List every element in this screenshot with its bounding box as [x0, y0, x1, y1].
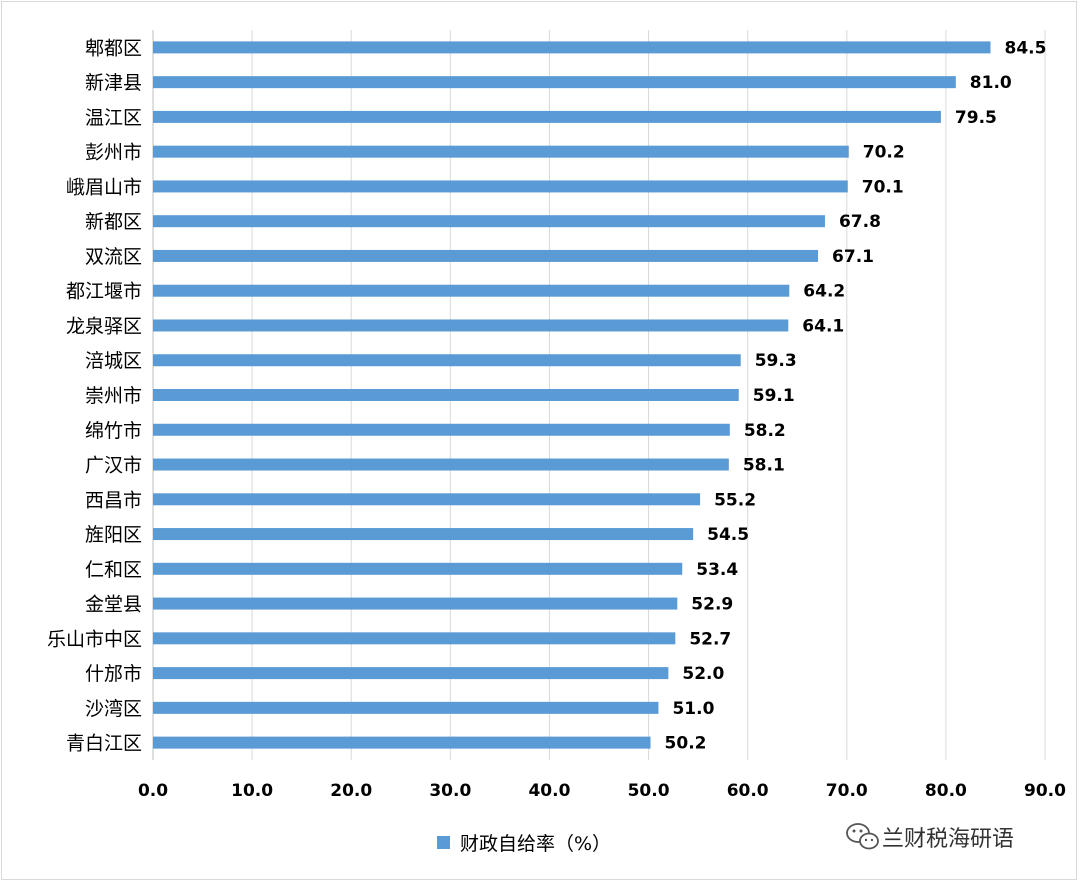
- bar: [153, 423, 730, 436]
- value-label: 58.1: [743, 456, 785, 476]
- x-tick-label: 10.0: [231, 781, 273, 801]
- category-labels: 郫都区新津县温江区彭州市峨眉山市新都区双流区都江堰市龙泉驿区涪城区崇州市绵竹市广…: [47, 37, 142, 754]
- x-tick-label: 20.0: [330, 781, 372, 801]
- value-label: 58.2: [744, 421, 786, 441]
- category-label: 仁和区: [85, 559, 142, 581]
- value-label: 51.0: [672, 699, 714, 719]
- value-label: 59.3: [755, 351, 797, 371]
- category-label: 金堂县: [85, 594, 142, 616]
- x-tick-label: 30.0: [429, 781, 471, 801]
- wechat-icon: [846, 823, 879, 850]
- bar: [153, 319, 789, 332]
- bar: [153, 736, 651, 749]
- category-label: 崇州市: [85, 385, 142, 407]
- bar: [153, 632, 676, 645]
- category-label: 新津县: [85, 72, 142, 94]
- category-label: 彭州市: [85, 142, 142, 164]
- value-label: 50.2: [665, 734, 707, 754]
- legend: 财政自给率（%）: [437, 833, 611, 855]
- x-tick-label: 70.0: [826, 781, 868, 801]
- bar: [153, 354, 741, 367]
- value-label: 79.5: [955, 108, 997, 128]
- value-label: 52.9: [691, 595, 733, 615]
- bar: [153, 76, 956, 89]
- bar: [153, 215, 825, 228]
- category-label: 旌阳区: [85, 524, 142, 546]
- bar: [153, 145, 849, 158]
- value-label: 59.1: [753, 386, 795, 406]
- value-label: 52.0: [682, 664, 724, 684]
- bars: [153, 41, 991, 749]
- bar: [153, 458, 729, 471]
- category-label: 乐山市中区: [47, 628, 142, 650]
- legend-swatch: [437, 836, 450, 849]
- bar: [153, 528, 694, 541]
- bar: [153, 284, 790, 297]
- category-label: 龙泉驿区: [66, 315, 142, 337]
- bar: [153, 41, 991, 54]
- x-tick-label: 50.0: [628, 781, 670, 801]
- value-label: 70.2: [863, 143, 905, 163]
- value-label: 55.2: [714, 490, 756, 510]
- bar: [153, 110, 941, 123]
- watermark-text: 兰财税海研语: [882, 827, 1014, 852]
- legend-label: 财政自给率（%）: [460, 833, 611, 855]
- value-label: 81.0: [970, 73, 1012, 93]
- category-label: 涪城区: [85, 350, 142, 372]
- value-labels: 84.5 81.0 79.5 70.2 70.1 67.8 67.1 64.2 64.159.3…: [665, 38, 1047, 753]
- bar: [153, 562, 683, 575]
- category-label: 青白江区: [66, 733, 142, 755]
- bar: [153, 667, 669, 680]
- category-label: 沙湾区: [85, 698, 142, 720]
- value-label: 70.1: [862, 177, 904, 197]
- x-tick-label: 80.0: [925, 781, 967, 801]
- x-tick-labels: 0.0 10.0 20.0 30.0 40.0 50.0 60.0 70.0 80.0 90.0: [138, 781, 1066, 801]
- value-label: 64.2: [803, 282, 845, 302]
- bar: [153, 493, 701, 506]
- bar: [153, 180, 848, 193]
- category-label: 双流区: [85, 246, 142, 268]
- watermark: 兰财税海研语: [846, 823, 1014, 852]
- category-label: 广汉市: [85, 455, 142, 477]
- x-tick-label: 40.0: [528, 781, 570, 801]
- category-label: 都江堰市: [66, 281, 142, 303]
- value-label: 54.5: [707, 525, 749, 545]
- category-label: 峨眉山市: [66, 176, 142, 198]
- x-tick-label: 60.0: [727, 781, 769, 801]
- value-label: 53.4: [696, 560, 738, 580]
- value-label: 84.5: [1004, 38, 1046, 58]
- category-label: 什邡市: [85, 663, 142, 685]
- category-label: 温江区: [85, 107, 142, 129]
- x-tick-label: 90.0: [1024, 781, 1066, 801]
- value-label: 52.7: [689, 629, 731, 649]
- value-label: 67.8: [839, 212, 881, 232]
- category-label: 新都区: [85, 211, 142, 233]
- bar: [153, 597, 678, 610]
- value-label: 67.1: [832, 247, 874, 267]
- bar: [153, 249, 819, 262]
- category-label: 郫都区: [85, 37, 142, 59]
- bar: [153, 389, 739, 401]
- category-label: 绵竹市: [85, 420, 142, 442]
- x-tick-label: 0.0: [138, 781, 168, 801]
- category-label: 西昌市: [85, 489, 142, 511]
- bar: [153, 701, 659, 714]
- value-label: 64.1: [802, 316, 844, 336]
